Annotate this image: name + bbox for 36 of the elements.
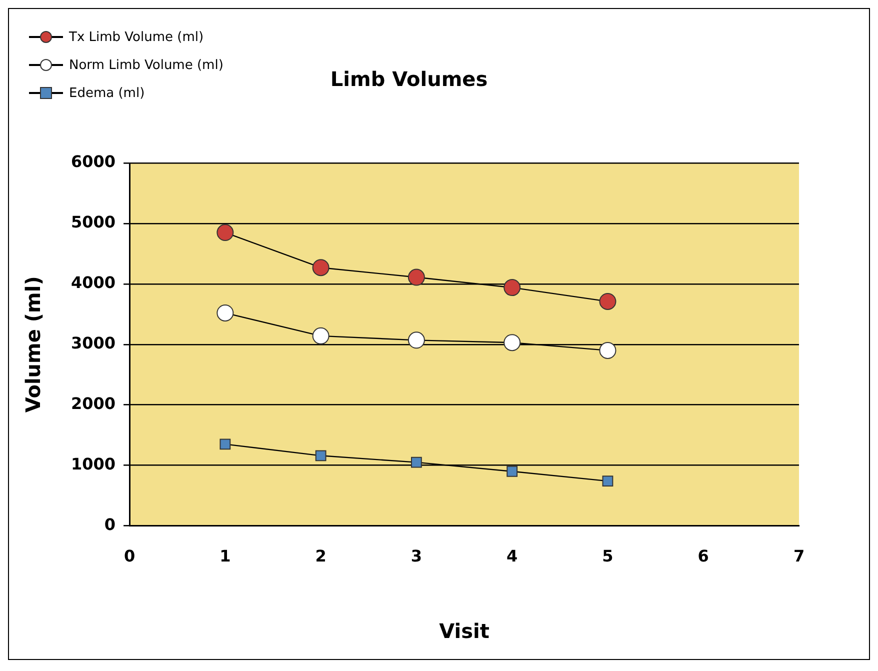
y-tick-label: 1000 bbox=[71, 454, 116, 474]
legend-label: Tx Limb Volume (ml) bbox=[69, 30, 204, 44]
point bbox=[410, 456, 422, 468]
x-tick-label: 1 bbox=[220, 546, 231, 566]
y-tick-label: 6000 bbox=[71, 152, 116, 172]
x-tick-label: 6 bbox=[698, 546, 709, 566]
y-tick-label: 3000 bbox=[71, 334, 116, 353]
point bbox=[312, 327, 330, 344]
x-tick-label: 5 bbox=[602, 546, 614, 566]
legend-label: Edema (ml) bbox=[69, 86, 145, 100]
y-tick-label: 2000 bbox=[71, 394, 116, 414]
point bbox=[504, 334, 521, 352]
y-axis-title: Volume (ml) bbox=[21, 276, 46, 413]
point bbox=[408, 268, 425, 286]
point bbox=[599, 342, 616, 359]
x-tick-label: 3 bbox=[410, 546, 422, 566]
point bbox=[312, 259, 330, 276]
chart-title: Limb Volumes bbox=[330, 67, 488, 92]
point bbox=[506, 466, 518, 477]
x-tick-label: 0 bbox=[124, 546, 136, 566]
point bbox=[216, 304, 234, 322]
point bbox=[315, 450, 326, 462]
x-axis-title: Visit bbox=[439, 619, 490, 644]
point bbox=[602, 476, 614, 487]
legend-label: Norm Limb Volume (ml) bbox=[69, 58, 224, 72]
point bbox=[220, 438, 231, 450]
point bbox=[408, 332, 425, 349]
point bbox=[599, 292, 616, 310]
y-tick-label: 5000 bbox=[71, 212, 116, 232]
x-tick-label: 2 bbox=[315, 546, 326, 566]
x-tick-label: 4 bbox=[506, 546, 518, 566]
point bbox=[216, 224, 234, 242]
y-tick-label: 4000 bbox=[71, 273, 116, 292]
x-tick-label: 7 bbox=[793, 546, 805, 566]
y-tick-label: 0 bbox=[104, 514, 116, 534]
point bbox=[504, 279, 521, 296]
